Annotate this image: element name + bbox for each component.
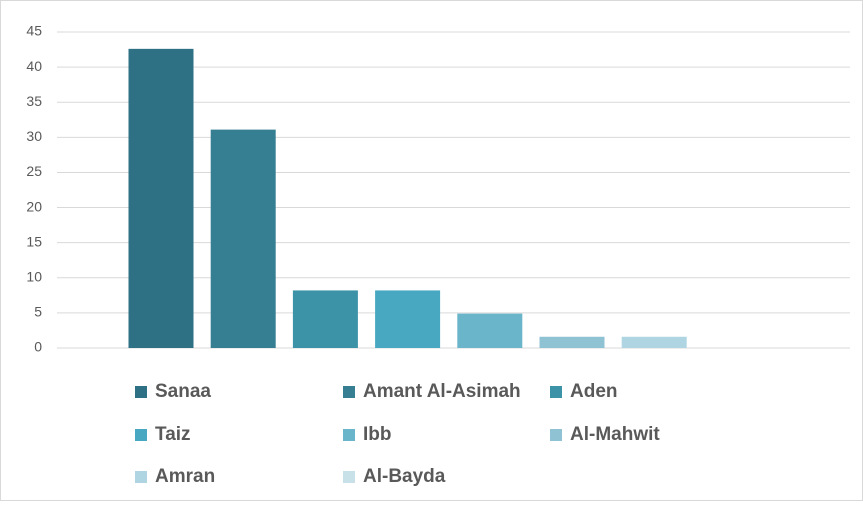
legend-label: Al-Bayda bbox=[363, 466, 446, 487]
y-tick-label: 40 bbox=[26, 58, 42, 74]
legend-swatch bbox=[343, 471, 355, 483]
y-tick-label: 0 bbox=[34, 339, 42, 355]
bar bbox=[375, 290, 441, 348]
legend-label: Amant Al-Asimah bbox=[363, 381, 521, 402]
y-tick-label: 25 bbox=[26, 163, 42, 179]
legend-swatch bbox=[135, 386, 147, 398]
bar bbox=[457, 313, 523, 348]
legend-swatch bbox=[550, 386, 562, 398]
legend-swatch bbox=[135, 471, 147, 483]
legend-label: Sanaa bbox=[155, 381, 211, 402]
legend-label: Ibb bbox=[363, 424, 392, 445]
bar bbox=[128, 48, 194, 348]
bar bbox=[539, 336, 605, 348]
y-tick-label: 10 bbox=[26, 268, 42, 284]
legend-label: Aden bbox=[570, 381, 618, 402]
bar bbox=[210, 129, 276, 348]
legend-label: Al-Mahwit bbox=[570, 424, 660, 445]
y-tick-label: 15 bbox=[26, 233, 42, 249]
legend-swatch bbox=[550, 429, 562, 441]
legend-label: Amran bbox=[155, 466, 215, 487]
y-tick-label: 20 bbox=[26, 198, 42, 214]
legend-swatch bbox=[343, 386, 355, 398]
y-tick-label: 30 bbox=[26, 128, 42, 144]
y-tick-label: 45 bbox=[26, 23, 42, 39]
legend-label: Taiz bbox=[155, 424, 191, 445]
legend-swatch bbox=[343, 429, 355, 441]
bar bbox=[292, 290, 358, 348]
legend-swatch bbox=[135, 429, 147, 441]
y-tick-label: 5 bbox=[34, 304, 42, 320]
y-tick-label: 35 bbox=[26, 93, 42, 109]
bar bbox=[621, 336, 687, 348]
